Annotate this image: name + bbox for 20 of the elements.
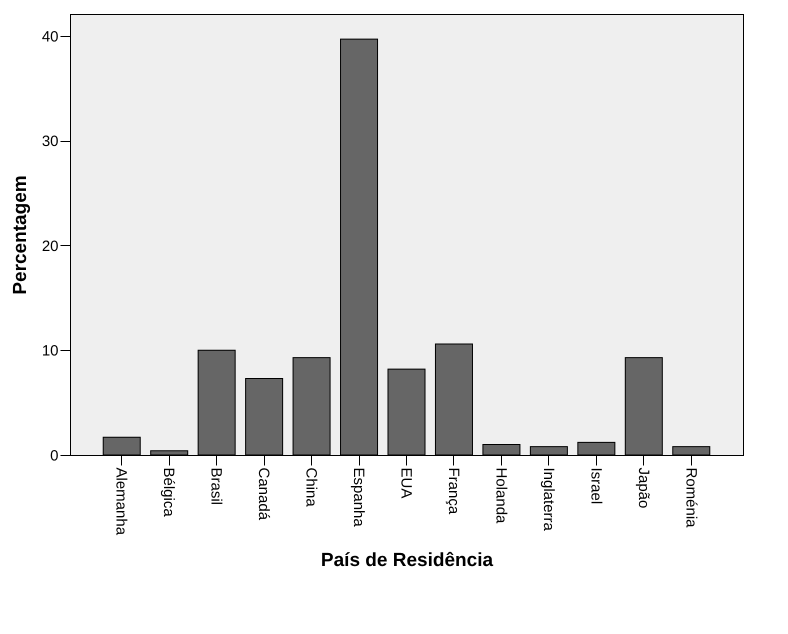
- y-tick-label: 30: [42, 133, 58, 150]
- x-tick-label: China: [302, 468, 320, 508]
- x-tick-label: Canadá: [255, 468, 272, 521]
- y-axis-title: Percentagem: [10, 175, 31, 295]
- x-tick-label: EUA: [398, 468, 414, 498]
- x-tick-label: Holanda: [492, 468, 510, 524]
- y-tick-label: 20: [42, 238, 58, 255]
- x-tick-label: Roménia: [682, 468, 700, 528]
- y-tick-label: 10: [42, 342, 58, 360]
- x-tick-label: França: [444, 468, 462, 515]
- y-tick-label: 0: [50, 448, 58, 464]
- x-tick-label: Brasil: [208, 468, 225, 506]
- x-tick-label: Bélgica: [160, 468, 178, 518]
- x-tick-label: Espanha: [350, 468, 368, 528]
- x-tick-label: Israel: [587, 468, 604, 504]
- x-tick-label: Inglaterra: [540, 468, 557, 532]
- x-tick-label: Japão: [634, 468, 652, 508]
- x-axis-title: País de Residência: [320, 550, 494, 572]
- x-tick-label: Alemanha: [112, 468, 130, 536]
- y-tick-label: 40: [42, 28, 58, 46]
